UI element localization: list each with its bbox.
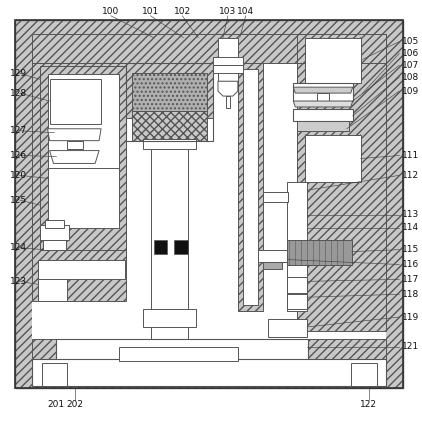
Bar [287, 240, 352, 264]
Bar [151, 141, 188, 339]
Text: 116: 116 [402, 260, 419, 269]
Text: 123: 123 [10, 277, 27, 286]
Bar [40, 225, 69, 240]
Bar [32, 34, 387, 63]
Text: 119: 119 [402, 313, 419, 321]
Bar [45, 220, 65, 228]
Bar [38, 279, 68, 301]
Text: 117: 117 [402, 275, 419, 284]
Polygon shape [218, 81, 238, 96]
Bar [287, 277, 307, 293]
Bar [238, 63, 262, 311]
Bar [262, 261, 282, 269]
Bar [57, 339, 308, 361]
Bar [351, 363, 376, 386]
Text: 128: 128 [10, 88, 27, 98]
Text: 121: 121 [402, 342, 419, 351]
Bar [277, 339, 387, 359]
Text: 201: 201 [47, 400, 64, 409]
Text: 112: 112 [402, 171, 419, 180]
Text: 108: 108 [402, 73, 419, 82]
Bar [126, 63, 213, 141]
Text: 111: 111 [402, 151, 419, 160]
Bar [297, 34, 387, 63]
Bar [293, 83, 353, 101]
Text: 100: 100 [103, 7, 119, 16]
Bar [243, 69, 257, 305]
Text: 104: 104 [237, 7, 254, 16]
Bar [226, 96, 230, 108]
Bar [43, 240, 66, 250]
Bar [362, 359, 387, 383]
Bar [143, 139, 196, 148]
Text: 125: 125 [10, 195, 27, 205]
Bar [287, 182, 307, 311]
Text: 118: 118 [402, 290, 419, 299]
Text: 109: 109 [402, 87, 419, 96]
Bar [305, 135, 361, 182]
Bar [262, 192, 288, 202]
Bar [293, 109, 353, 121]
Bar [174, 240, 188, 254]
Text: 122: 122 [360, 400, 377, 409]
Bar [40, 66, 126, 250]
Bar [297, 121, 349, 131]
Bar [132, 111, 207, 141]
Bar [15, 20, 403, 388]
Polygon shape [293, 87, 353, 93]
Text: 127: 127 [10, 126, 27, 135]
Bar [32, 63, 126, 301]
Text: 124: 124 [10, 243, 27, 252]
Bar [213, 66, 243, 73]
Text: 101: 101 [142, 7, 159, 16]
Bar [126, 63, 213, 118]
Bar [49, 79, 101, 124]
Bar [32, 359, 57, 383]
Text: 102: 102 [174, 7, 191, 16]
Text: 105: 105 [402, 37, 419, 46]
Bar [32, 339, 151, 359]
Polygon shape [293, 101, 353, 107]
Bar [143, 309, 196, 327]
Text: 126: 126 [10, 151, 27, 160]
Polygon shape [49, 151, 99, 163]
Text: 114: 114 [402, 223, 419, 232]
Bar [32, 34, 387, 359]
Bar [132, 73, 207, 111]
Bar [287, 294, 307, 309]
Bar [218, 38, 238, 81]
Bar [68, 141, 83, 148]
Text: 129: 129 [10, 69, 27, 78]
Bar [42, 363, 68, 386]
Text: 115: 115 [402, 245, 419, 254]
Bar [48, 168, 119, 228]
Bar [154, 240, 168, 254]
Text: 120: 120 [10, 171, 27, 180]
Bar [317, 93, 329, 101]
Bar [119, 347, 238, 361]
Text: 202: 202 [67, 400, 84, 409]
Bar [48, 74, 119, 173]
Bar [32, 359, 387, 386]
Bar [38, 260, 125, 279]
Text: 103: 103 [219, 7, 236, 16]
Bar [213, 58, 243, 66]
Text: 113: 113 [402, 211, 419, 220]
Bar [268, 319, 307, 337]
Bar [305, 38, 361, 83]
Polygon shape [48, 129, 101, 141]
Bar [15, 20, 403, 388]
Text: 106: 106 [402, 49, 419, 58]
Bar [257, 250, 287, 261]
Text: 107: 107 [402, 61, 419, 70]
Bar [297, 63, 387, 331]
